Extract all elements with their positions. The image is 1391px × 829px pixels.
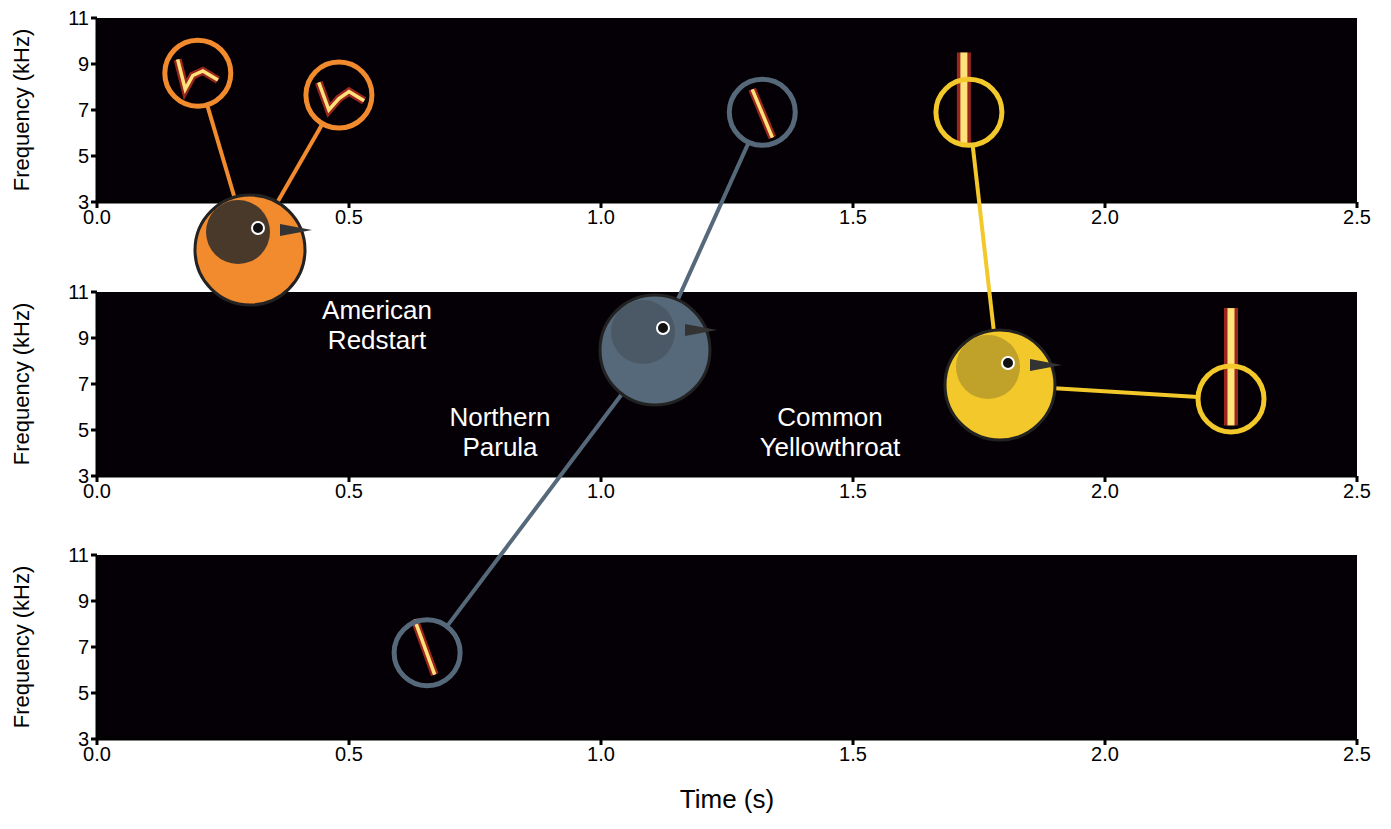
svg-text:1.5: 1.5 [839, 206, 867, 228]
svg-text:0.5: 0.5 [335, 480, 363, 502]
svg-text:2.5: 2.5 [1343, 743, 1371, 765]
svg-text:9: 9 [78, 590, 89, 612]
html-text:Parula: Parula [462, 432, 538, 462]
svg-text:9: 9 [78, 53, 89, 75]
html-text:Common: Common [777, 402, 883, 432]
svg-text:0.0: 0.0 [83, 480, 111, 503]
svg-text:0.0: 0.0 [83, 206, 111, 229]
svg-text:7: 7 [78, 99, 89, 121]
svg-text:3: 3 [78, 465, 89, 487]
html-text:Yellowthroat: Yellowthroat [759, 432, 901, 462]
svg-text:3: 3 [78, 191, 89, 213]
svg-text:2.5: 2.5 [1343, 480, 1371, 502]
svg-text:11: 11 [68, 7, 89, 29]
html-text:Northern: Northern [449, 402, 551, 432]
svg-text:9: 9 [78, 327, 89, 349]
svg-text:11: 11 [68, 281, 89, 303]
svg-text:0.5: 0.5 [335, 206, 363, 228]
html-text:Time (s): Time (s) [679, 784, 775, 814]
svg-text:1.0: 1.0 [587, 480, 615, 502]
html-text:Redstart: Redstart [327, 325, 427, 355]
svg-text:7: 7 [78, 636, 89, 658]
html-text:Frequency (kHz): Frequency (kHz) [9, 302, 34, 466]
svg-text:3: 3 [78, 728, 89, 750]
svg-text:0.0: 0.0 [83, 743, 111, 766]
svg-text:1.5: 1.5 [839, 480, 867, 502]
svg-text:2.0: 2.0 [1091, 743, 1119, 765]
svg-text:5: 5 [78, 145, 89, 167]
svg-text:1.0: 1.0 [587, 206, 615, 228]
svg-text:5: 5 [78, 419, 89, 441]
svg-text:1.5: 1.5 [839, 743, 867, 765]
svg-text:0.5: 0.5 [335, 743, 363, 765]
html-text:Frequency (kHz): Frequency (kHz) [9, 565, 34, 729]
svg-text:5: 5 [78, 682, 89, 704]
svg-text:2.5: 2.5 [1343, 206, 1371, 228]
svg-text:2.0: 2.0 [1091, 206, 1119, 228]
html-text:American: American [322, 295, 432, 325]
svg-text:2.0: 2.0 [1091, 480, 1119, 502]
svg-text:11: 11 [68, 544, 89, 566]
svg-text:7: 7 [78, 373, 89, 395]
svg-text:1.0: 1.0 [587, 743, 615, 765]
html-text:Frequency (kHz): Frequency (kHz) [9, 28, 34, 192]
